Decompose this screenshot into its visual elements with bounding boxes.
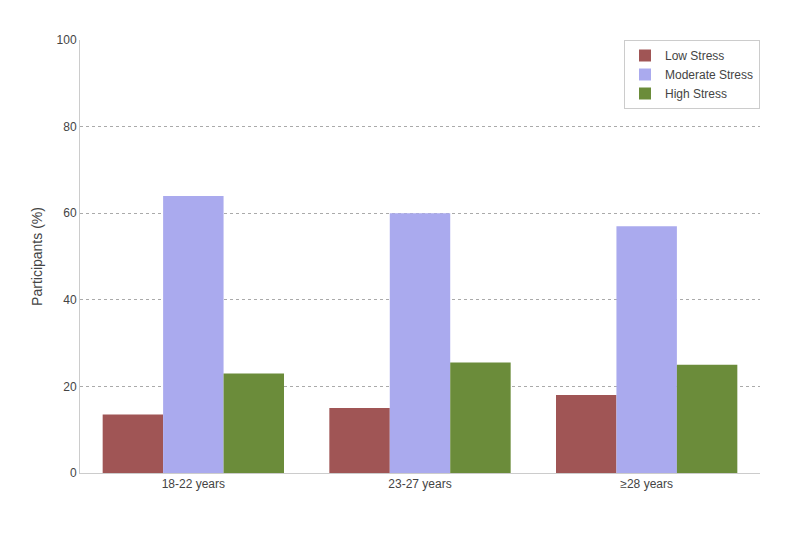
svg-text:18-22 years: 18-22 years xyxy=(162,477,225,491)
svg-text:Moderate Stress: Moderate Stress xyxy=(665,68,753,82)
svg-text:60: 60 xyxy=(63,206,77,220)
svg-text:Participants (%): Participants (%) xyxy=(29,207,45,306)
svg-text:80: 80 xyxy=(63,120,77,134)
svg-text:High Stress: High Stress xyxy=(665,87,727,101)
svg-text:≥28 years: ≥28 years xyxy=(620,477,673,491)
svg-text:23-27 years: 23-27 years xyxy=(388,477,451,491)
svg-text:0: 0 xyxy=(70,466,77,480)
svg-text:Low Stress: Low Stress xyxy=(665,49,724,63)
svg-text:100: 100 xyxy=(57,33,77,47)
svg-text:20: 20 xyxy=(63,380,77,394)
svg-text:40: 40 xyxy=(63,293,77,307)
